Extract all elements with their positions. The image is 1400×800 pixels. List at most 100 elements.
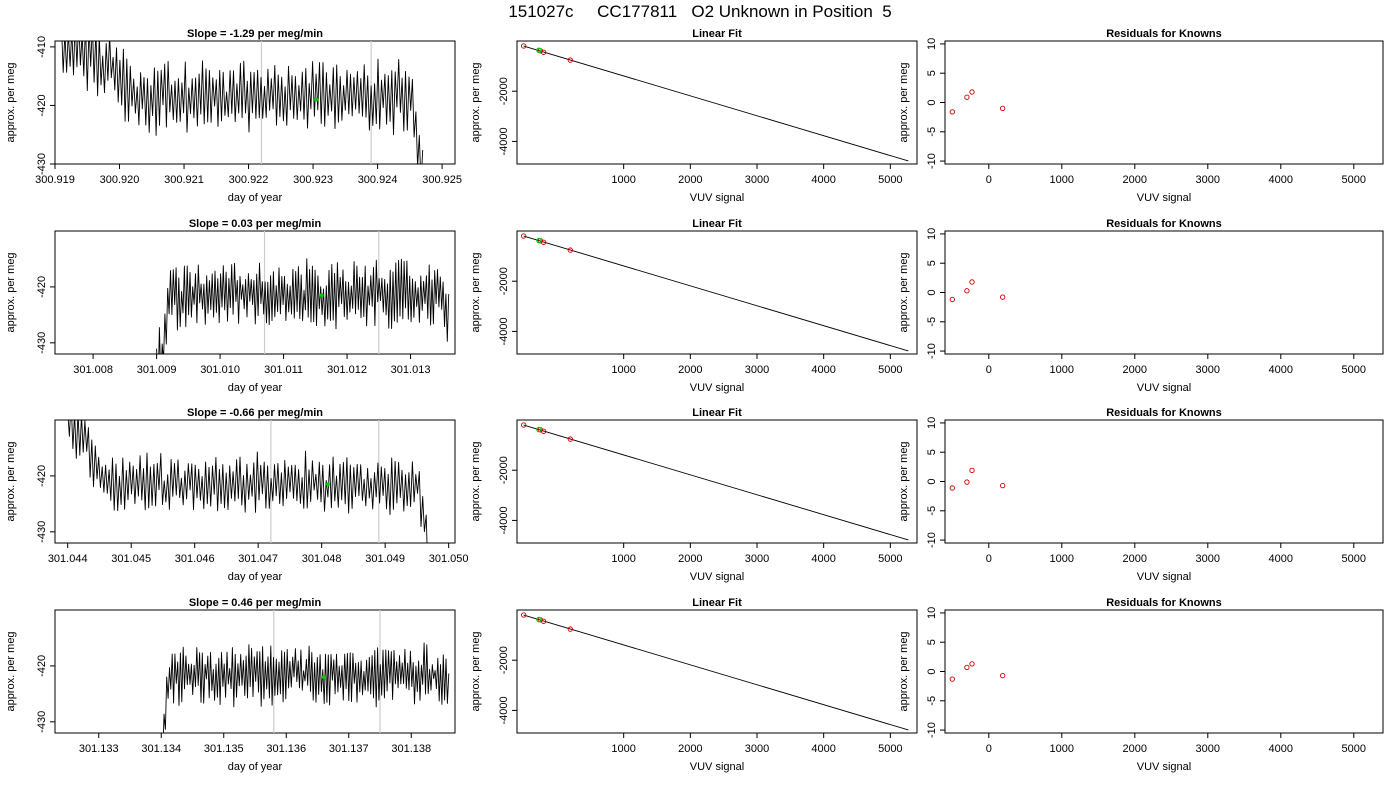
page-title: 151027c CC177811 O2 Unknown in Position … [508,2,892,21]
x-axis-label: VUV signal [1137,382,1191,394]
x-tick-label: 301.134 [141,743,181,755]
unknown-point [536,616,542,623]
residual-point [949,485,955,491]
x-tick-label: 4000 [811,174,835,186]
y-tick-label: -430 [36,711,48,733]
x-tick-label: 301.008 [73,364,113,376]
unknown-marker [321,675,326,680]
y-tick-label: 10 [926,228,938,240]
y-tick-label: 0 [926,478,938,484]
y-axis-label: approx. per meg [898,62,910,142]
chart-title: Slope = 0.46 per meg/min [189,597,322,609]
plot-frame [944,230,1384,355]
series-line [61,41,424,164]
x-tick-label: 0 [986,553,992,565]
y-tick-label: -5 [926,696,938,706]
known-point [521,233,527,239]
fit-line [523,45,909,162]
chart-title: Slope = -0.66 per meg/min [187,407,323,419]
data-layer [949,279,1006,303]
unknown-point [536,237,542,244]
chart-title: Linear Fit [692,597,742,609]
x-axis-label: VUV signal [1137,571,1191,583]
chart-panel-timeseries-1: Slope = -1.29 per meg/min 300.919 300.920 3… [5,28,462,204]
residual-point [949,109,955,115]
x-tick-label: 4000 [811,553,835,565]
chart-panel-residuals-4: Residuals for Knowns 0 1000 2000 3000 4000 500… [898,597,1384,773]
residual-point [964,479,970,485]
fit-line [523,614,909,731]
x-tick-label: 301.047 [238,553,278,565]
y-tick-label: -10 [926,343,938,359]
x-tick-label: 3000 [745,364,769,376]
chart-panel-residuals-2: Residuals for Knowns 0 1000 2000 3000 4000 500… [898,218,1384,394]
known-point [541,49,547,55]
x-tick-label: 5000 [1342,553,1366,565]
x-tick-label: 301.045 [111,553,151,565]
y-tick-label: 5 [926,260,938,266]
x-tick-label: 2000 [1123,743,1147,755]
chart-panel-fit-2: Linear Fit 1000 2000 3000 4000 5000 -2000 -4000… [470,218,918,394]
known-point [521,422,527,428]
known-point [567,626,573,632]
x-tick-label: 4000 [811,743,835,755]
y-tick-label: -410 [36,36,48,58]
x-tick-label: 1000 [1050,364,1074,376]
chart-panel-residuals-3: Residuals for Knowns 0 1000 2000 3000 4000 500… [898,407,1384,583]
x-tick-label: 4000 [1269,553,1293,565]
y-tick-label: -420 [36,94,48,116]
x-tick-label: 300.925 [422,174,462,186]
x-tick-label: 301.049 [365,553,405,565]
y-tick-label: 10 [926,38,938,50]
x-tick-label: 300.922 [229,174,269,186]
residual-point [949,296,955,303]
x-tick-label: 300.919 [35,174,75,186]
unknown-point [536,47,542,54]
series-line [67,420,428,543]
plot-frame [516,230,918,355]
y-tick-label: -5 [926,506,938,516]
x-tick-label: 0 [986,364,992,376]
residual-point [1000,672,1006,679]
x-axis-label: VUV signal [690,382,744,394]
y-tick-label: 0 [926,99,938,105]
x-tick-label: 2000 [678,743,702,755]
y-tick-label: 5 [926,639,938,645]
x-axis-label: day of year [228,192,283,204]
unknown-marker [319,293,324,298]
plot-frame [516,40,918,165]
unknown-marker [314,97,319,102]
x-tick-label: 3000 [1196,743,1220,755]
chart-title: Slope = 0.03 per meg/min [189,218,322,230]
chart-panel-fit-3: Linear Fit 1000 2000 3000 4000 5000 -2000 -4000… [470,407,918,583]
x-axis-label: day of year [228,571,283,583]
residual-point [1000,482,1006,489]
y-tick-label: 5 [926,70,938,76]
y-tick-label: -10 [926,532,938,548]
x-tick-label: 4000 [811,364,835,376]
x-tick-label: 5000 [1342,364,1366,376]
x-tick-label: 301.050 [429,553,469,565]
y-tick-label: -4000 [498,696,510,724]
plot-frame [54,419,456,544]
data-layer [521,233,909,352]
x-tick-label: 2000 [678,174,702,186]
y-tick-label: -10 [926,153,938,169]
x-tick-label: 301.011 [264,364,303,376]
y-tick-label: -2000 [498,646,510,674]
plot-frame [54,40,456,165]
residual-point [969,661,975,667]
known-point [567,436,573,442]
x-tick-label: 5000 [1342,743,1366,755]
chart-title: Residuals for Knowns [1106,28,1222,40]
y-tick-label: -10 [926,722,938,738]
residual-point [964,94,970,100]
known-point [521,612,527,618]
plot-frame [944,419,1384,544]
x-tick-label: 5000 [878,553,902,565]
x-axis-label: day of year [228,761,283,773]
x-axis-label: VUV signal [690,761,744,773]
data-layer [156,231,450,354]
y-tick-label: -2000 [498,77,510,105]
known-point [521,43,527,49]
